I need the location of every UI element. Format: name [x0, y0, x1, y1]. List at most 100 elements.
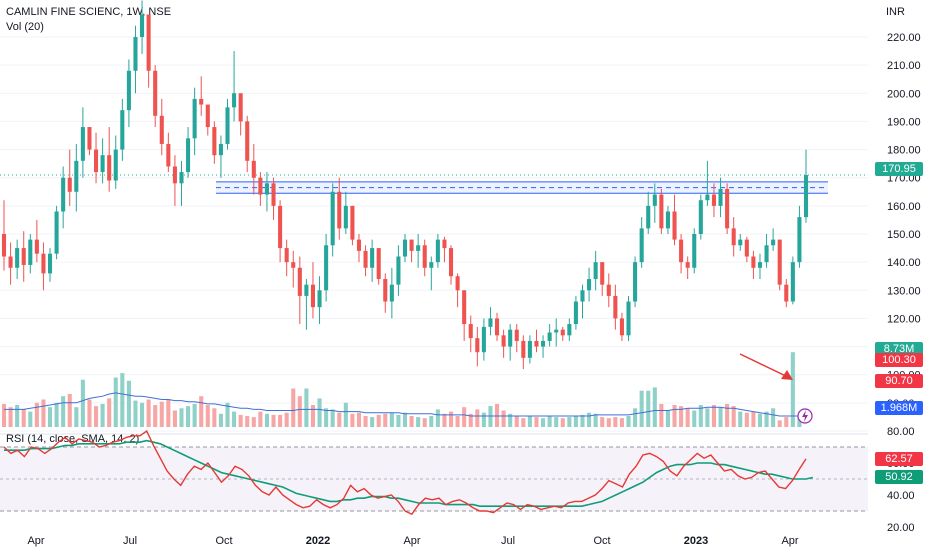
candle — [665, 205, 670, 234]
candle — [120, 98, 125, 161]
volume-bar — [133, 400, 138, 427]
candle — [494, 312, 500, 341]
candle-body — [8, 256, 13, 268]
candle-body — [475, 338, 480, 353]
candle-body — [534, 340, 539, 347]
candle — [580, 284, 585, 319]
volume-bar — [324, 408, 329, 427]
volume-bar — [140, 402, 145, 427]
candle-body — [790, 262, 795, 302]
volume-bar — [429, 416, 434, 427]
volume-legend[interactable]: Vol (20) — [6, 21, 44, 33]
volume-bar — [245, 416, 250, 427]
candle-body — [126, 70, 131, 111]
candle — [271, 177, 276, 220]
candle-body — [580, 290, 585, 302]
volume-bar — [475, 409, 480, 427]
volume-bar — [731, 406, 736, 427]
candle — [429, 256, 434, 291]
volume-bar — [593, 413, 598, 427]
volume-bar — [462, 407, 467, 427]
volume-bar — [212, 408, 217, 427]
candle — [133, 25, 138, 94]
volume-bar — [251, 417, 256, 427]
volume-bar — [777, 420, 782, 427]
candle-body — [21, 248, 26, 265]
candle — [455, 273, 460, 308]
time-tick-label: 2023 — [684, 535, 708, 547]
candle — [107, 127, 112, 192]
resistance-zone — [216, 181, 828, 194]
candle-body — [494, 318, 500, 336]
price-tick-label: 150.00 — [887, 229, 921, 241]
volume-bar — [310, 405, 316, 427]
volume-bar — [587, 412, 592, 427]
candle — [140, 0, 145, 54]
price-tag-b: 90.70 — [875, 374, 923, 388]
candle — [547, 324, 552, 347]
candle — [146, 14, 151, 88]
candle — [8, 242, 13, 285]
candle-body — [409, 239, 414, 251]
candle — [698, 194, 703, 240]
volume-bar — [567, 417, 572, 427]
volume-bar — [554, 417, 559, 427]
candle — [304, 279, 309, 330]
volume-bar — [646, 390, 651, 427]
candle-body — [87, 127, 92, 150]
rsi-tick-label: 20.00 — [887, 522, 915, 534]
volume-bar — [652, 387, 657, 427]
candle-body — [199, 98, 204, 105]
candle-body — [337, 191, 342, 229]
candle-body — [764, 245, 769, 263]
volume-bar — [93, 406, 99, 427]
candle-body — [771, 239, 776, 246]
candle-body — [363, 250, 368, 268]
time-tick-label: 2022 — [306, 535, 330, 547]
price-tag-a: 100.30 — [875, 353, 923, 367]
candle-body — [232, 93, 237, 108]
rsi-ma-tag: 50.92 — [875, 470, 923, 484]
volume-bar — [790, 352, 795, 427]
candle-body — [718, 188, 723, 206]
volume-bar — [606, 418, 611, 427]
candle — [330, 183, 335, 257]
volume-bar — [166, 399, 171, 427]
volume-bar — [481, 412, 486, 427]
candle — [74, 143, 79, 212]
volume-bar — [797, 416, 802, 427]
candle — [186, 127, 191, 178]
candle — [264, 172, 269, 212]
candle-body — [1, 234, 7, 257]
candle-body — [297, 267, 302, 296]
price-tick-label: 120.00 — [887, 313, 921, 325]
volume-bar — [376, 414, 381, 427]
candle-body — [389, 284, 394, 302]
candle-body — [711, 194, 717, 206]
candle-body — [258, 177, 263, 195]
candle — [639, 217, 644, 268]
volume-bar — [455, 416, 460, 427]
candle-body — [80, 127, 85, 161]
volume-bar — [153, 405, 158, 427]
candle — [448, 245, 454, 285]
candle — [541, 335, 546, 358]
candle-body — [140, 14, 145, 37]
candle — [679, 234, 684, 274]
volume-bar — [278, 414, 283, 427]
candle — [324, 234, 329, 302]
volume-bar — [126, 380, 131, 427]
rsi-legend[interactable]: RSI (14, close, SMA, 14, 2) — [6, 433, 140, 445]
volume-bar — [389, 412, 394, 427]
candle-body — [271, 183, 276, 206]
candle-body — [159, 115, 164, 144]
time-tick-label: Apr — [781, 535, 798, 547]
candle-body — [153, 70, 158, 116]
candle — [34, 219, 39, 263]
candle-body — [744, 239, 749, 257]
time-tick-label: Oct — [593, 535, 610, 547]
candle — [777, 239, 782, 291]
candle — [757, 253, 763, 280]
grid — [0, 36, 868, 512]
